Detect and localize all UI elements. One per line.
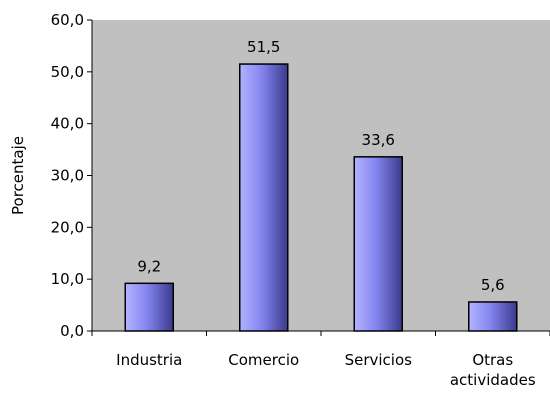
x-category-label: Otras actividades xyxy=(450,351,536,389)
y-tick-label: 50,0 xyxy=(51,63,84,81)
y-tick-label: 10,0 xyxy=(51,270,84,288)
y-tick-label: 60,0 xyxy=(51,11,84,29)
bar xyxy=(468,301,518,332)
bar-data-label: 33,6 xyxy=(362,131,395,149)
y-axis-ticks: 0,0 10,0 20,0 30,0 40,0 50,0 60,0 xyxy=(51,11,550,340)
y-tick-label: 20,0 xyxy=(51,218,84,236)
y-tick-label: 30,0 xyxy=(51,167,84,185)
y-axis-title: Porcentaje xyxy=(9,136,27,215)
bars-group: 9,2 Industria 51,5 Comercio 33,6 Servicios 5,6… xyxy=(116,38,536,389)
bar-data-label: 5,6 xyxy=(481,276,505,294)
y-tick-label: 0,0 xyxy=(60,322,84,340)
bar xyxy=(124,282,174,332)
bar-data-label: 9,2 xyxy=(137,257,161,275)
y-tick-label: 40,0 xyxy=(51,115,84,133)
bar xyxy=(353,156,403,332)
x-category-label: Comercio xyxy=(228,351,299,369)
bar-data-label: 51,5 xyxy=(247,38,280,56)
x-category-label: Servicios xyxy=(345,351,413,369)
x-category-label: Industria xyxy=(116,351,182,369)
bar xyxy=(239,63,289,332)
plot-area xyxy=(92,20,550,331)
